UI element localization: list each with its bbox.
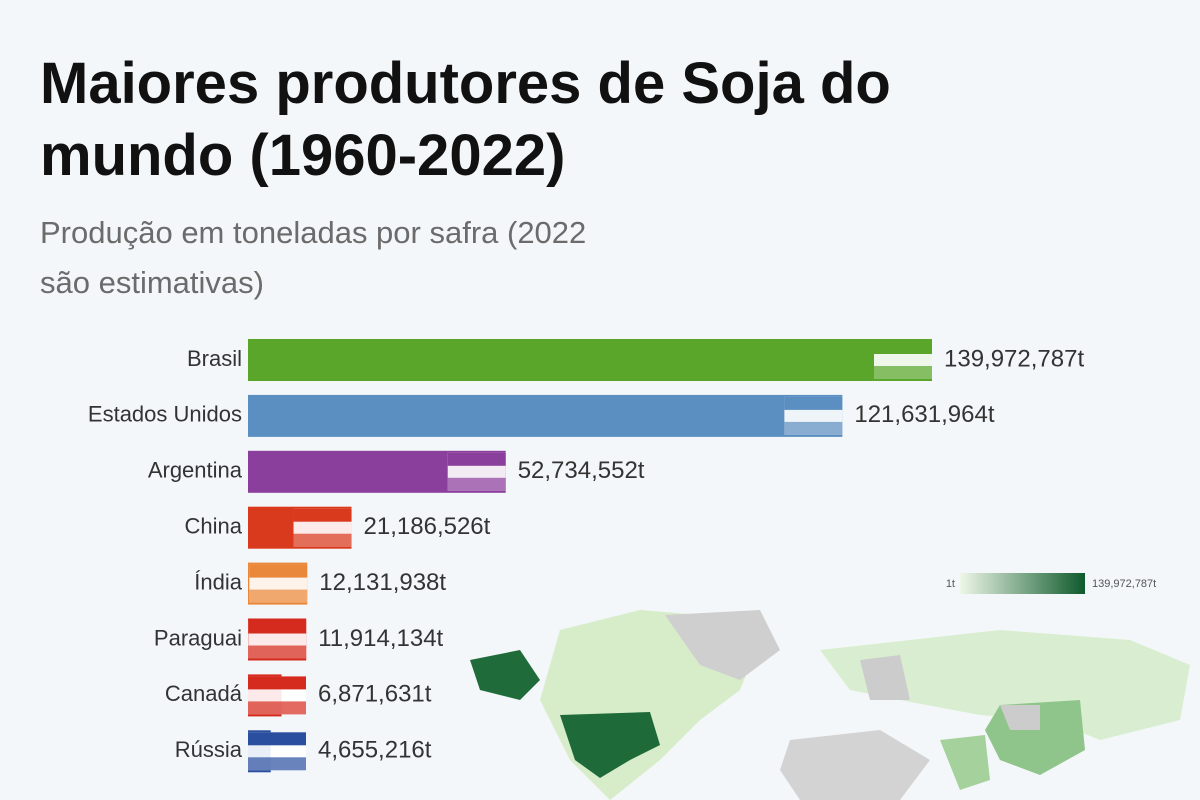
flag	[249, 564, 308, 603]
flag-band	[293, 533, 352, 547]
flag-band	[874, 341, 932, 354]
value-label: 12,131,938t	[319, 569, 446, 596]
flag-band	[249, 589, 308, 603]
flag-band	[447, 477, 506, 491]
flag	[293, 508, 352, 547]
chart-subtitle: Produção em toneladas por safra (2022 são…	[40, 215, 586, 300]
flag-band	[293, 508, 352, 522]
category-label: Índia	[194, 569, 242, 594]
category-label: Paraguai	[154, 625, 242, 650]
flag-band	[784, 421, 843, 435]
bar	[248, 339, 932, 381]
legend-gradient	[960, 573, 1085, 594]
flag-band	[784, 396, 843, 410]
flag-band	[248, 620, 307, 634]
flag	[248, 732, 306, 771]
value-label: 52,734,552t	[518, 457, 645, 484]
flag	[784, 396, 843, 435]
category-label: Estados Unidos	[88, 402, 242, 427]
flag	[447, 452, 506, 491]
category-label: Canadá	[165, 681, 243, 706]
category-label: Rússia	[175, 737, 243, 762]
flag-band	[249, 564, 308, 578]
legend-min-label: 1t	[946, 578, 955, 590]
chart-title: Maiores produtores de Soja do mundo (1960…	[40, 51, 891, 188]
flag-band	[447, 452, 506, 466]
flag	[874, 341, 932, 379]
flag	[248, 676, 306, 715]
world-map	[470, 610, 1190, 800]
category-label: China	[185, 514, 243, 539]
flag-band	[248, 757, 306, 771]
category-label: Argentina	[148, 458, 243, 483]
value-label: 21,186,526t	[364, 513, 491, 540]
value-label: 11,914,134t	[318, 625, 443, 652]
flag-band	[874, 366, 932, 379]
category-label: Brasil	[187, 346, 242, 371]
legend-max-label: 139,972,787t	[1092, 578, 1156, 590]
flag-band	[248, 732, 306, 746]
bar	[248, 394, 843, 437]
value-label: 4,655,216t	[318, 737, 432, 764]
value-label: 121,631,964t	[854, 401, 994, 428]
value-label: 139,972,787t	[944, 345, 1084, 372]
flag-band	[248, 676, 306, 690]
value-label: 6,871,631t	[318, 681, 432, 708]
flag-band	[248, 645, 307, 659]
flag-band	[248, 701, 306, 715]
flag	[248, 620, 307, 659]
